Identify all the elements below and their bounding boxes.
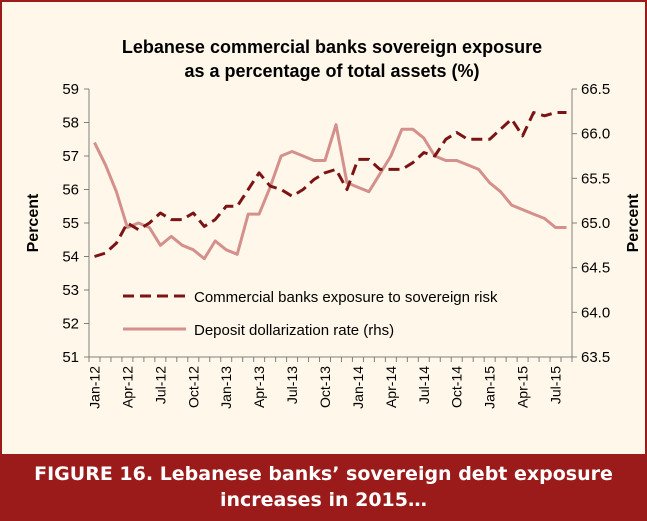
y-tick-label-right: 65.5	[581, 170, 610, 187]
y-tick-label-left: 55	[62, 215, 79, 232]
chart-title-line-2: as a percentage of total assets (%)	[184, 61, 479, 81]
chart-title: Lebanese commercial banks sovereign expo…	[122, 37, 542, 81]
y-tick-label-left: 53	[62, 282, 79, 299]
y-tick-label-right: 66.0	[581, 126, 610, 143]
y-tick-label-left: 58	[62, 115, 79, 132]
y-axis-title-left: Percent	[25, 193, 42, 252]
x-tick-label: Jul-15	[548, 366, 564, 404]
chart-axes: 51 52 53 54 55 56 57 58 59 63.5 64.0 64.5 65.0 65.5 66…	[25, 81, 642, 409]
y-tick-label-right: 64.5	[581, 260, 610, 277]
caption-line-1: FIGURE 16. Lebanese banks’ sovereign deb…	[34, 463, 613, 485]
x-tick-label: Jan-12	[86, 366, 102, 409]
x-tick-label: Apr-15	[515, 366, 531, 408]
chart-series	[93, 111, 567, 261]
series-line-deposit-dollarization	[93, 123, 567, 261]
x-tick-label: Oct-12	[185, 366, 201, 408]
legend-label-sovereign-exposure: Commercial banks exposure to sovereign r…	[194, 289, 498, 306]
figure-caption: FIGURE 16. Lebanese banks’ sovereign deb…	[2, 454, 645, 519]
x-tick-label: Oct-13	[317, 366, 333, 408]
y-tick-label-right: 65.0	[581, 215, 610, 232]
y-tick-label-left: 56	[62, 182, 79, 199]
x-tick-label: Jul-12	[152, 366, 168, 404]
y-tick-label-right: 63.5	[581, 349, 610, 366]
x-tick-label: Jul-13	[284, 366, 300, 404]
x-tick-label: Apr-12	[119, 366, 135, 408]
y-tick-label-right: 66.5	[581, 81, 610, 98]
y-tick-label-left: 52	[62, 316, 79, 333]
x-tick-label: Jan-13	[218, 366, 234, 409]
x-tick-label: Apr-13	[251, 366, 267, 408]
y-tick-label-left: 54	[62, 249, 79, 266]
series-line-sovereign-exposure	[94, 111, 567, 258]
y-axis-title-right: Percent	[625, 193, 642, 252]
x-tick-label: Jan-15	[482, 366, 498, 409]
y-tick-label-left: 51	[62, 349, 79, 366]
caption-line-2: increases in 2015…	[219, 489, 428, 511]
y-tick-label-left: 57	[62, 148, 79, 165]
legend-label-deposit-dollarization: Deposit dollarization rate (rhs)	[194, 322, 394, 339]
line-chart: Lebanese commercial banks sovereign expo…	[25, 37, 642, 409]
chart-title-line-1: Lebanese commercial banks sovereign expo…	[122, 37, 542, 57]
y-tick-label-right: 64.0	[581, 304, 610, 321]
x-tick-label: Oct-14	[449, 366, 465, 408]
chart-legend: Commercial banks exposure to sovereign r…	[123, 289, 498, 339]
y-tick-label-left: 59	[62, 81, 79, 98]
x-tick-label: Apr-14	[383, 366, 399, 408]
x-tick-label: Jan-14	[350, 366, 366, 409]
x-tick-label: Jul-14	[416, 366, 432, 404]
